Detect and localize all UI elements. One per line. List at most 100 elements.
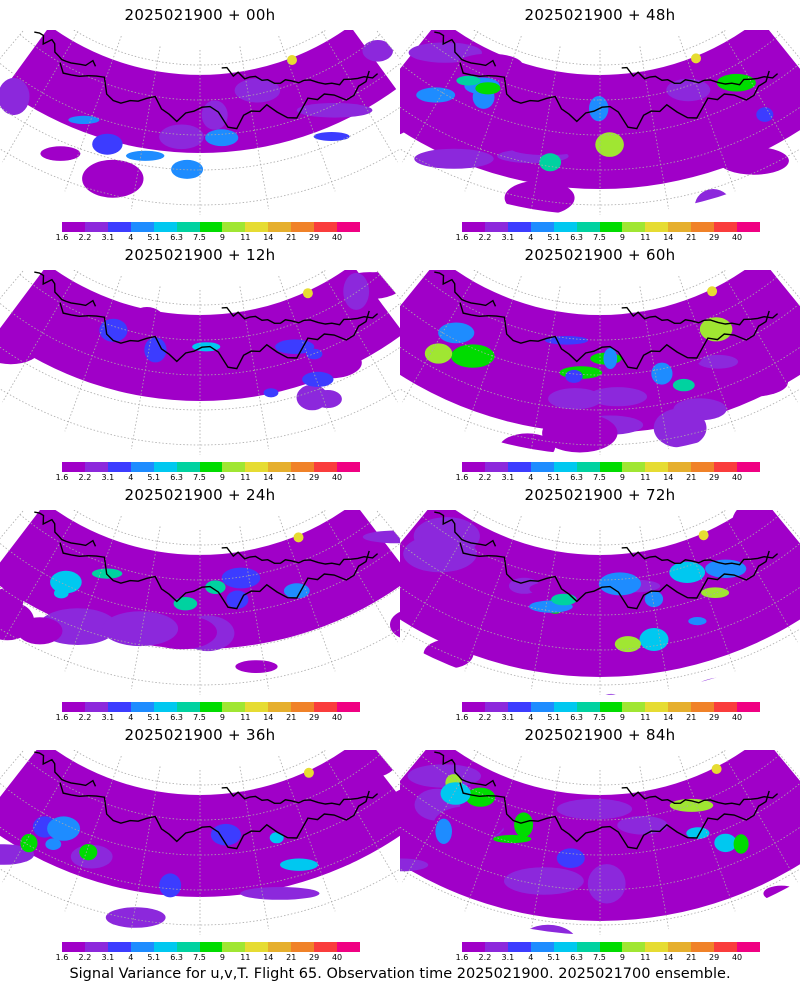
parallel-line	[19, 514, 381, 581]
variance-region	[617, 815, 668, 835]
panel-title: 2025021900 + 24h	[124, 486, 276, 504]
panel-5: 2025021900 + 72h 1.6 2.2 3.1 4 5.1 6.3 7.5 9 11 1…	[400, 480, 800, 728]
colorbar-swatch	[645, 702, 669, 712]
variance-region	[598, 572, 642, 596]
colorbar-swatch	[314, 222, 338, 232]
variance-region	[741, 544, 800, 567]
coastline	[221, 546, 379, 566]
colorbar-tick-label: 7.5	[193, 953, 206, 962]
meridian-line	[531, 766, 561, 930]
variance-region	[362, 40, 394, 62]
variance-region	[134, 804, 211, 827]
meridian-line	[2, 270, 80, 403]
colorbar-swatch	[153, 462, 177, 472]
parallel-line	[400, 106, 800, 171]
colorbar-tick-label: 5.1	[147, 953, 161, 962]
colorbar-swatch	[645, 942, 669, 952]
colorbar-swatch	[130, 222, 154, 232]
colorbar-tick-label: 6.3	[570, 953, 583, 962]
parallel-line	[400, 868, 800, 926]
colorbar-tick-label: 21	[686, 953, 697, 962]
colorbar-tick-label: 14	[663, 713, 674, 722]
coastline	[459, 782, 770, 850]
variance-region	[763, 885, 800, 902]
variance-region	[313, 132, 350, 141]
variance-region	[407, 764, 481, 788]
colorbar-swatch	[268, 702, 292, 712]
colorbar-tick-label: 7.5	[593, 473, 606, 482]
meridian-line	[278, 35, 336, 192]
meridian-line	[64, 515, 122, 672]
variance-region	[438, 322, 475, 344]
colorbar-tick-label: 4	[528, 233, 534, 242]
meridian-line	[531, 286, 561, 450]
parallel-line	[400, 302, 800, 376]
colorbar-swatch	[668, 702, 692, 712]
variance-region	[669, 798, 714, 812]
variance-field	[400, 270, 800, 455]
colorbar-tick-label: 40	[731, 473, 743, 482]
variance-region	[672, 378, 695, 392]
colorbar-swatch	[314, 702, 338, 712]
colorbar-swatch	[737, 942, 760, 952]
map-5	[400, 510, 800, 695]
variance-region	[722, 623, 751, 642]
colorbar-swatch	[107, 462, 131, 472]
colorbar-tick-label: 29	[709, 473, 720, 482]
colorbar-tick-label: 6.3	[570, 473, 583, 482]
colorbar-swatch	[245, 942, 269, 952]
variance-region	[400, 858, 429, 872]
colorbar-swatch	[314, 942, 338, 952]
colorbar-tick-label: 5.1	[547, 713, 561, 722]
variance-region	[68, 70, 126, 96]
panel-title: 2025021900 + 48h	[524, 6, 676, 24]
colorbar-swatch	[507, 462, 531, 472]
colorbar-swatch	[62, 462, 85, 472]
colorbar-swatch	[337, 222, 360, 232]
colorbar-legend: 1.6 2.2 3.1 4 5.1 6.3 7.5 9 11 14 21 29 40	[56, 702, 360, 724]
colorbar-tick-label: 21	[686, 473, 697, 482]
colorbar-tick-label: 11	[640, 473, 651, 482]
meridian-line	[64, 275, 122, 432]
coastline	[621, 546, 779, 566]
variance-region	[348, 750, 378, 770]
colorbar-swatch	[576, 222, 600, 232]
colorbar-swatch	[737, 222, 760, 232]
colorbar-swatch	[62, 222, 85, 232]
meridian-line	[720, 30, 798, 163]
meridian-line	[720, 750, 798, 883]
map-0	[0, 30, 400, 215]
panel-0: 2025021900 + 00h 1.6 2.2 3.1 4 5.1 6.3 7.5 9 11 1…	[0, 0, 400, 248]
colorbar-swatch	[530, 702, 554, 712]
meridian-line	[464, 515, 522, 672]
colorbar-tick-label: 11	[640, 233, 651, 242]
colorbar	[462, 222, 760, 232]
colorbar-tick-label: 21	[286, 233, 297, 242]
colorbar-tick-label: 9	[619, 473, 625, 482]
colorbar-tick-label: 11	[240, 233, 251, 242]
colorbar-swatch	[62, 942, 85, 952]
colorbar-swatch	[268, 222, 292, 232]
coastline	[221, 306, 379, 326]
colorbar-tick-label: 40	[731, 233, 743, 242]
parallel-line	[0, 346, 400, 411]
colorbar-swatch	[337, 942, 360, 952]
colorbar-swatch	[62, 702, 85, 712]
coastline	[459, 302, 770, 370]
colorbar-tick-label: 40	[731, 713, 743, 722]
variance-region	[556, 848, 585, 868]
variance-region	[125, 850, 162, 866]
coastline	[434, 271, 497, 307]
meridian-line	[131, 526, 161, 690]
variance-region	[440, 782, 471, 805]
panel-title: 2025021900 + 36h	[124, 726, 276, 744]
colorbar	[62, 942, 360, 952]
colorbar	[62, 462, 360, 472]
colorbar-swatch	[337, 462, 360, 472]
colorbar	[462, 942, 760, 952]
colorbar-swatch	[645, 222, 669, 232]
variance-region	[668, 329, 706, 368]
colorbar-tick-label: 5.1	[147, 473, 161, 482]
meridian-line	[464, 35, 522, 192]
colorbar-tick-label: 14	[663, 473, 674, 482]
